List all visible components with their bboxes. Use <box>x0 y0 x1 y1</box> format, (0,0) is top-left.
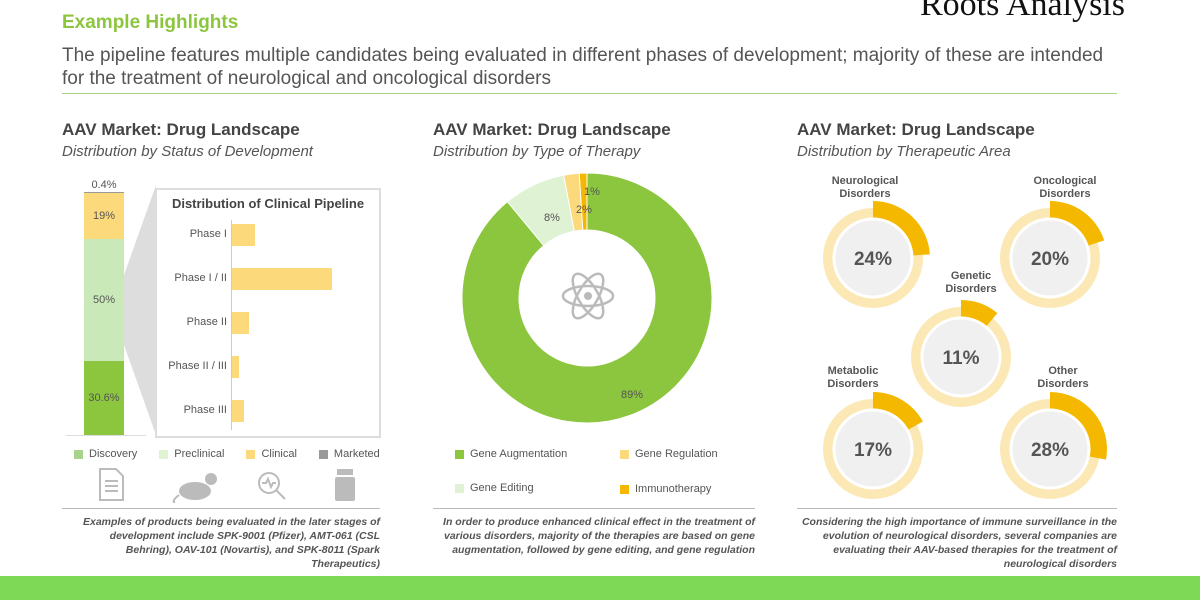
donut-value: 20% <box>1031 249 1069 270</box>
baseline <box>66 435 146 436</box>
area-donut: 17% <box>823 392 923 499</box>
pipeline-title: Distribution of Clinical Pipeline <box>171 196 365 211</box>
atom-icon <box>561 272 615 320</box>
slice-gene-editing <box>506 174 575 247</box>
stack-segment-preclinical <box>84 239 124 361</box>
area-label: Metabolic Disorders <box>827 365 879 390</box>
slice-label: 2% <box>576 204 592 216</box>
status-legend: Discovery Preclinical Clinical Marketed <box>74 448 380 460</box>
stack-segment-discovery <box>84 360 124 435</box>
donut-value: 17% <box>854 440 892 461</box>
stack-label: 30.6% <box>88 391 120 404</box>
panel-title: AAV Market: Drug Landscape <box>62 120 300 139</box>
slice-label: 8% <box>544 212 560 224</box>
phase-bar <box>232 400 244 422</box>
therapy-legend: Gene Augmentation Gene Regulation Gene E… <box>455 448 755 498</box>
phase-label: Phase II <box>186 316 227 328</box>
area-donut: 20% <box>1000 201 1105 308</box>
stack-label: 0.4% <box>91 179 117 191</box>
donut-fill <box>873 392 923 431</box>
phase-label: Phase I <box>189 228 227 240</box>
legend-discovery: Discovery <box>74 448 137 460</box>
stack-label: 19% <box>92 210 116 223</box>
rat-icon <box>172 473 217 503</box>
donut-fill <box>961 300 998 327</box>
donut-center <box>1009 217 1091 299</box>
divider <box>62 93 1117 94</box>
donut-value: 28% <box>1031 440 1069 461</box>
area-label: Genetic Disorders <box>945 270 997 295</box>
slice-gene-regulation <box>562 173 584 232</box>
panel-subtitle: Distribution by Therapeutic Area <box>797 143 1011 160</box>
panel-note: Examples of products being evaluated in … <box>83 516 380 570</box>
donut-value: 11% <box>943 348 980 369</box>
legend-gene-regulation: Gene Regulation <box>620 448 718 460</box>
panel-therapy-header: AAV Market: Drug Landscape Distribution … <box>433 120 671 160</box>
phase-bar <box>232 312 249 334</box>
panel-status-header: AAV Market: Drug Landscape Distribution … <box>62 120 313 160</box>
donut-center <box>1009 408 1091 490</box>
zoom-connector <box>124 185 156 435</box>
footer-bar <box>0 576 1200 600</box>
stacked-bar: 30.6% 50% 19% 0.4% <box>84 179 124 435</box>
axis-line <box>231 220 232 430</box>
area-label: Other Disorders <box>1037 365 1089 390</box>
stack-label: 50% <box>92 293 116 306</box>
subtitle: The pipeline features multiple candidate… <box>62 45 1104 89</box>
area-label: Oncological Disorders <box>1033 175 1097 200</box>
legend-clinical: Clinical <box>246 448 297 460</box>
donut-fill <box>1050 201 1105 246</box>
panel-area-header: AAV Market: Drug Landscape Distribution … <box>797 120 1035 160</box>
phase-bar <box>232 224 255 246</box>
document-icon <box>99 468 124 501</box>
phase-label: Phase I / II <box>174 272 227 284</box>
legend-gene-editing: Gene Editing <box>455 482 534 494</box>
phase-bar <box>232 356 239 378</box>
donut-value: 24% <box>854 249 892 270</box>
donut-center <box>832 217 914 299</box>
panel-note: In order to produce enhanced clinical ef… <box>443 516 755 556</box>
donut-fill <box>873 201 930 256</box>
panel-subtitle: Distribution by Type of Therapy <box>433 143 641 160</box>
clinical-pipeline-box: Distribution of Clinical Pipeline Phase … <box>155 188 381 438</box>
slice-label: 1% <box>584 186 600 198</box>
section-heading: Example Highlights <box>62 12 239 33</box>
therapy-donut: 89% 8% 2% 1% <box>462 173 712 423</box>
area-donut: 24% <box>823 201 930 308</box>
area-donut: 11% <box>911 300 1011 407</box>
legend-preclinical: Preclinical <box>159 448 224 460</box>
area-label: Neurological Disorders <box>831 175 899 200</box>
donut-center <box>920 316 1002 398</box>
donut-fill <box>1050 392 1107 460</box>
panel-title: AAV Market: Drug Landscape <box>797 120 1035 139</box>
panel-subtitle: Distribution by Status of Development <box>62 143 313 160</box>
slice-label: 89% <box>621 389 643 401</box>
medicine-bottle-icon <box>335 469 355 501</box>
legend-immunotherapy: Immunotherapy <box>620 483 711 495</box>
slice-gene-augmentation <box>462 173 712 423</box>
panel-note: Considering the high importance of immun… <box>801 516 1117 570</box>
legend-gene-augmentation: Gene Augmentation <box>455 448 567 460</box>
magnifier-icon <box>258 472 286 500</box>
logo: Roots Analysis <box>920 0 1125 23</box>
phase-bar <box>232 268 332 290</box>
phase-label: Phase II / III <box>168 360 227 372</box>
area-donut: 28% <box>1000 392 1107 499</box>
stack-segment-clinical <box>84 192 124 240</box>
phase-label: Phase III <box>183 404 227 416</box>
legend-marketed: Marketed <box>318 448 380 460</box>
stack-segment-marketed <box>84 192 124 193</box>
donut-center <box>832 408 914 490</box>
panel-title: AAV Market: Drug Landscape <box>433 120 671 139</box>
